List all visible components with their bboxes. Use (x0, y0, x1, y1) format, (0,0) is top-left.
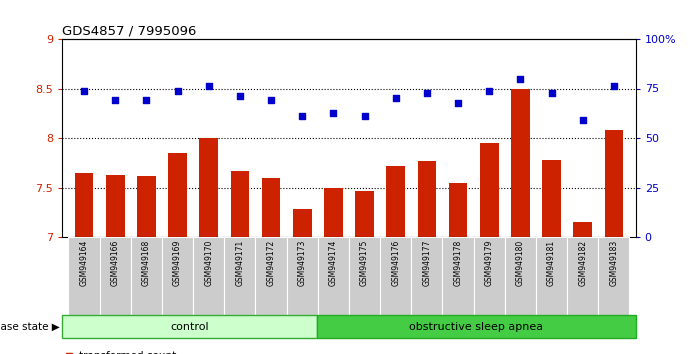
Text: GSM949164: GSM949164 (79, 240, 88, 286)
Point (608, 83, 619, 88)
Bar (511, 88, 530, 237)
Point (359, 113, 370, 119)
Bar (448, 183, 467, 237)
Point (203, 83, 214, 88)
Text: GSM949178: GSM949178 (453, 240, 462, 286)
Bar (417, 161, 436, 237)
Text: disease state ▶: disease state ▶ (0, 321, 59, 332)
Text: GSM949176: GSM949176 (391, 240, 400, 286)
Point (515, 76, 526, 81)
Bar (505, 237, 536, 315)
Point (546, 91, 557, 96)
Bar (287, 237, 318, 315)
Bar (355, 190, 374, 237)
Bar (293, 210, 312, 237)
Bar (131, 237, 162, 315)
Bar (574, 222, 592, 237)
Bar (473, 237, 505, 315)
Bar (324, 188, 343, 237)
Bar (225, 237, 256, 315)
Point (484, 88, 495, 94)
Point (79, 88, 90, 94)
Text: GSM949179: GSM949179 (484, 240, 494, 286)
Bar (168, 153, 187, 237)
Text: GSM949166: GSM949166 (111, 240, 120, 286)
Text: GSM949168: GSM949168 (142, 240, 151, 286)
Text: GDS4857 / 7995096: GDS4857 / 7995096 (62, 25, 196, 38)
Bar (318, 237, 349, 315)
Bar (598, 237, 630, 315)
Bar (231, 171, 249, 237)
Text: GSM949171: GSM949171 (236, 240, 245, 286)
Text: GSM949169: GSM949169 (173, 240, 182, 286)
Point (328, 110, 339, 116)
Bar (75, 173, 93, 237)
Text: GSM949172: GSM949172 (267, 240, 276, 286)
Bar (605, 130, 623, 237)
Text: transformed count: transformed count (79, 351, 177, 354)
Bar (106, 175, 124, 237)
Point (234, 93, 245, 99)
Text: GSM949175: GSM949175 (360, 240, 369, 286)
Bar (62, 315, 317, 338)
Bar (411, 237, 442, 315)
Point (172, 88, 183, 94)
Text: GSM949182: GSM949182 (578, 240, 587, 286)
Point (110, 98, 121, 103)
Bar (199, 138, 218, 237)
Bar (386, 166, 405, 237)
Bar (380, 237, 411, 315)
Point (265, 98, 276, 103)
Bar (567, 237, 598, 315)
Bar (256, 237, 287, 315)
Point (296, 113, 307, 119)
Text: GSM949170: GSM949170 (204, 240, 214, 286)
Text: GSM949173: GSM949173 (298, 240, 307, 286)
Bar (317, 315, 636, 338)
Bar (162, 237, 193, 315)
Bar (193, 237, 225, 315)
Text: GSM949181: GSM949181 (547, 240, 556, 286)
Bar (137, 176, 155, 237)
Bar (349, 237, 380, 315)
Point (422, 91, 433, 96)
Point (390, 96, 401, 101)
Bar (442, 237, 473, 315)
Point (141, 98, 152, 103)
Text: GSM949180: GSM949180 (516, 240, 525, 286)
Bar (100, 237, 131, 315)
Text: obstructive sleep apnea: obstructive sleep apnea (409, 321, 543, 332)
Bar (262, 178, 281, 237)
Bar (542, 160, 561, 237)
Text: GSM949177: GSM949177 (422, 240, 431, 286)
Bar (68, 237, 100, 315)
Text: GSM949183: GSM949183 (609, 240, 618, 286)
Text: GSM949174: GSM949174 (329, 240, 338, 286)
Point (453, 101, 464, 106)
Text: control: control (170, 321, 209, 332)
Bar (536, 237, 567, 315)
Bar (480, 143, 499, 237)
Point (577, 118, 588, 123)
